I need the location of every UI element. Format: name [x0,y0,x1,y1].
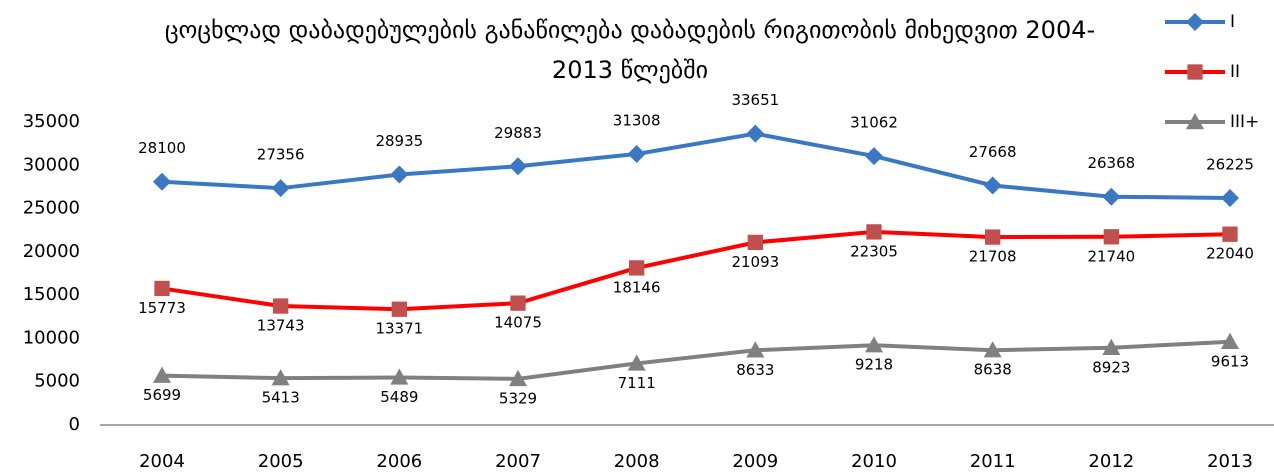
x-tick-label: 2010 [851,451,897,472]
marker [1222,226,1238,242]
x-tick-label: 2005 [258,451,304,472]
marker [983,176,1002,195]
data-label: 5329 [499,389,537,407]
legend-label: III+ [1230,112,1259,132]
x-tick-label: 2006 [376,451,422,472]
y-tick-label: 25000 [23,198,80,219]
data-label: 27356 [257,146,305,164]
data-label: 28935 [375,132,423,150]
data-label: 5413 [262,389,300,407]
marker [271,369,290,386]
data-label: 22305 [850,242,898,260]
marker [509,157,527,176]
x-tick-label: 2009 [732,451,778,472]
marker [390,165,409,184]
x-tick-label: 2012 [1088,451,1134,472]
marker [627,354,646,371]
marker [1103,229,1119,245]
y-tick-label: 15000 [23,284,80,305]
chart-title: ცოცხლად დაბადებულების განაწილება დაბადებ… [164,16,1096,84]
data-label: 22040 [1206,245,1254,263]
data-label: 28100 [138,139,186,157]
series-line [161,131,1231,200]
marker [273,298,289,314]
data-label: 8638 [974,361,1012,379]
marker [153,172,171,191]
marker [746,124,765,143]
marker [865,147,883,166]
marker [510,295,526,311]
data-label: 5699 [143,386,181,404]
y-tick-label: 0 [69,414,80,435]
marker [509,369,527,387]
y-tick-label: 35000 [23,111,80,132]
data-label: 13743 [257,317,305,335]
marker [390,368,409,385]
marker [1221,188,1239,207]
marker [629,260,645,276]
marker [1102,338,1121,355]
x-tick-label: 2007 [495,451,541,472]
x-tick-label: 2013 [1207,451,1253,472]
marker [154,280,170,297]
data-label: 31308 [613,111,661,129]
data-label: 27668 [969,143,1017,161]
marker [865,336,883,353]
data-label: 33651 [731,91,779,109]
marker [627,144,646,163]
marker [866,224,882,240]
data-label: 21740 [1087,247,1135,265]
x-tick-label: 2008 [614,451,660,472]
legend-label: I [1230,12,1235,32]
marker [983,341,1002,358]
marker [746,341,765,358]
marker [1187,64,1203,80]
marker [153,366,171,383]
data-label: 13371 [375,320,423,338]
data-label: 7111 [618,374,656,392]
data-label: 21708 [969,248,1017,266]
legend-label: II [1230,62,1240,82]
data-label: 18146 [613,278,661,296]
data-label: 8633 [736,361,774,379]
x-tick-label: 2004 [139,451,185,472]
y-tick-label: 10000 [23,327,80,348]
marker [1102,187,1121,206]
marker [1186,13,1204,31]
marker [1221,332,1239,349]
y-tick-label: 5000 [34,371,80,392]
data-label: 26368 [1087,154,1135,172]
y-tick-label: 20000 [23,241,80,262]
data-label: 8923 [1092,358,1130,376]
data-label: 26225 [1206,155,1254,173]
series-line [161,339,1231,381]
marker [747,234,763,251]
data-label: 15773 [138,299,186,317]
data-label: 5489 [380,388,418,406]
data-label: 29883 [494,124,542,142]
data-label: 9218 [855,356,893,374]
data-label: 31062 [850,114,898,132]
y-tick-label: 30000 [23,154,80,175]
series-line [161,229,1231,312]
marker [1186,113,1204,130]
data-label: 14075 [494,314,542,332]
x-tick-label: 2011 [970,451,1016,472]
data-label: 21093 [731,253,779,271]
data-label: 9613 [1211,352,1249,370]
marker [985,229,1001,245]
marker [271,179,290,198]
marker [391,301,407,317]
